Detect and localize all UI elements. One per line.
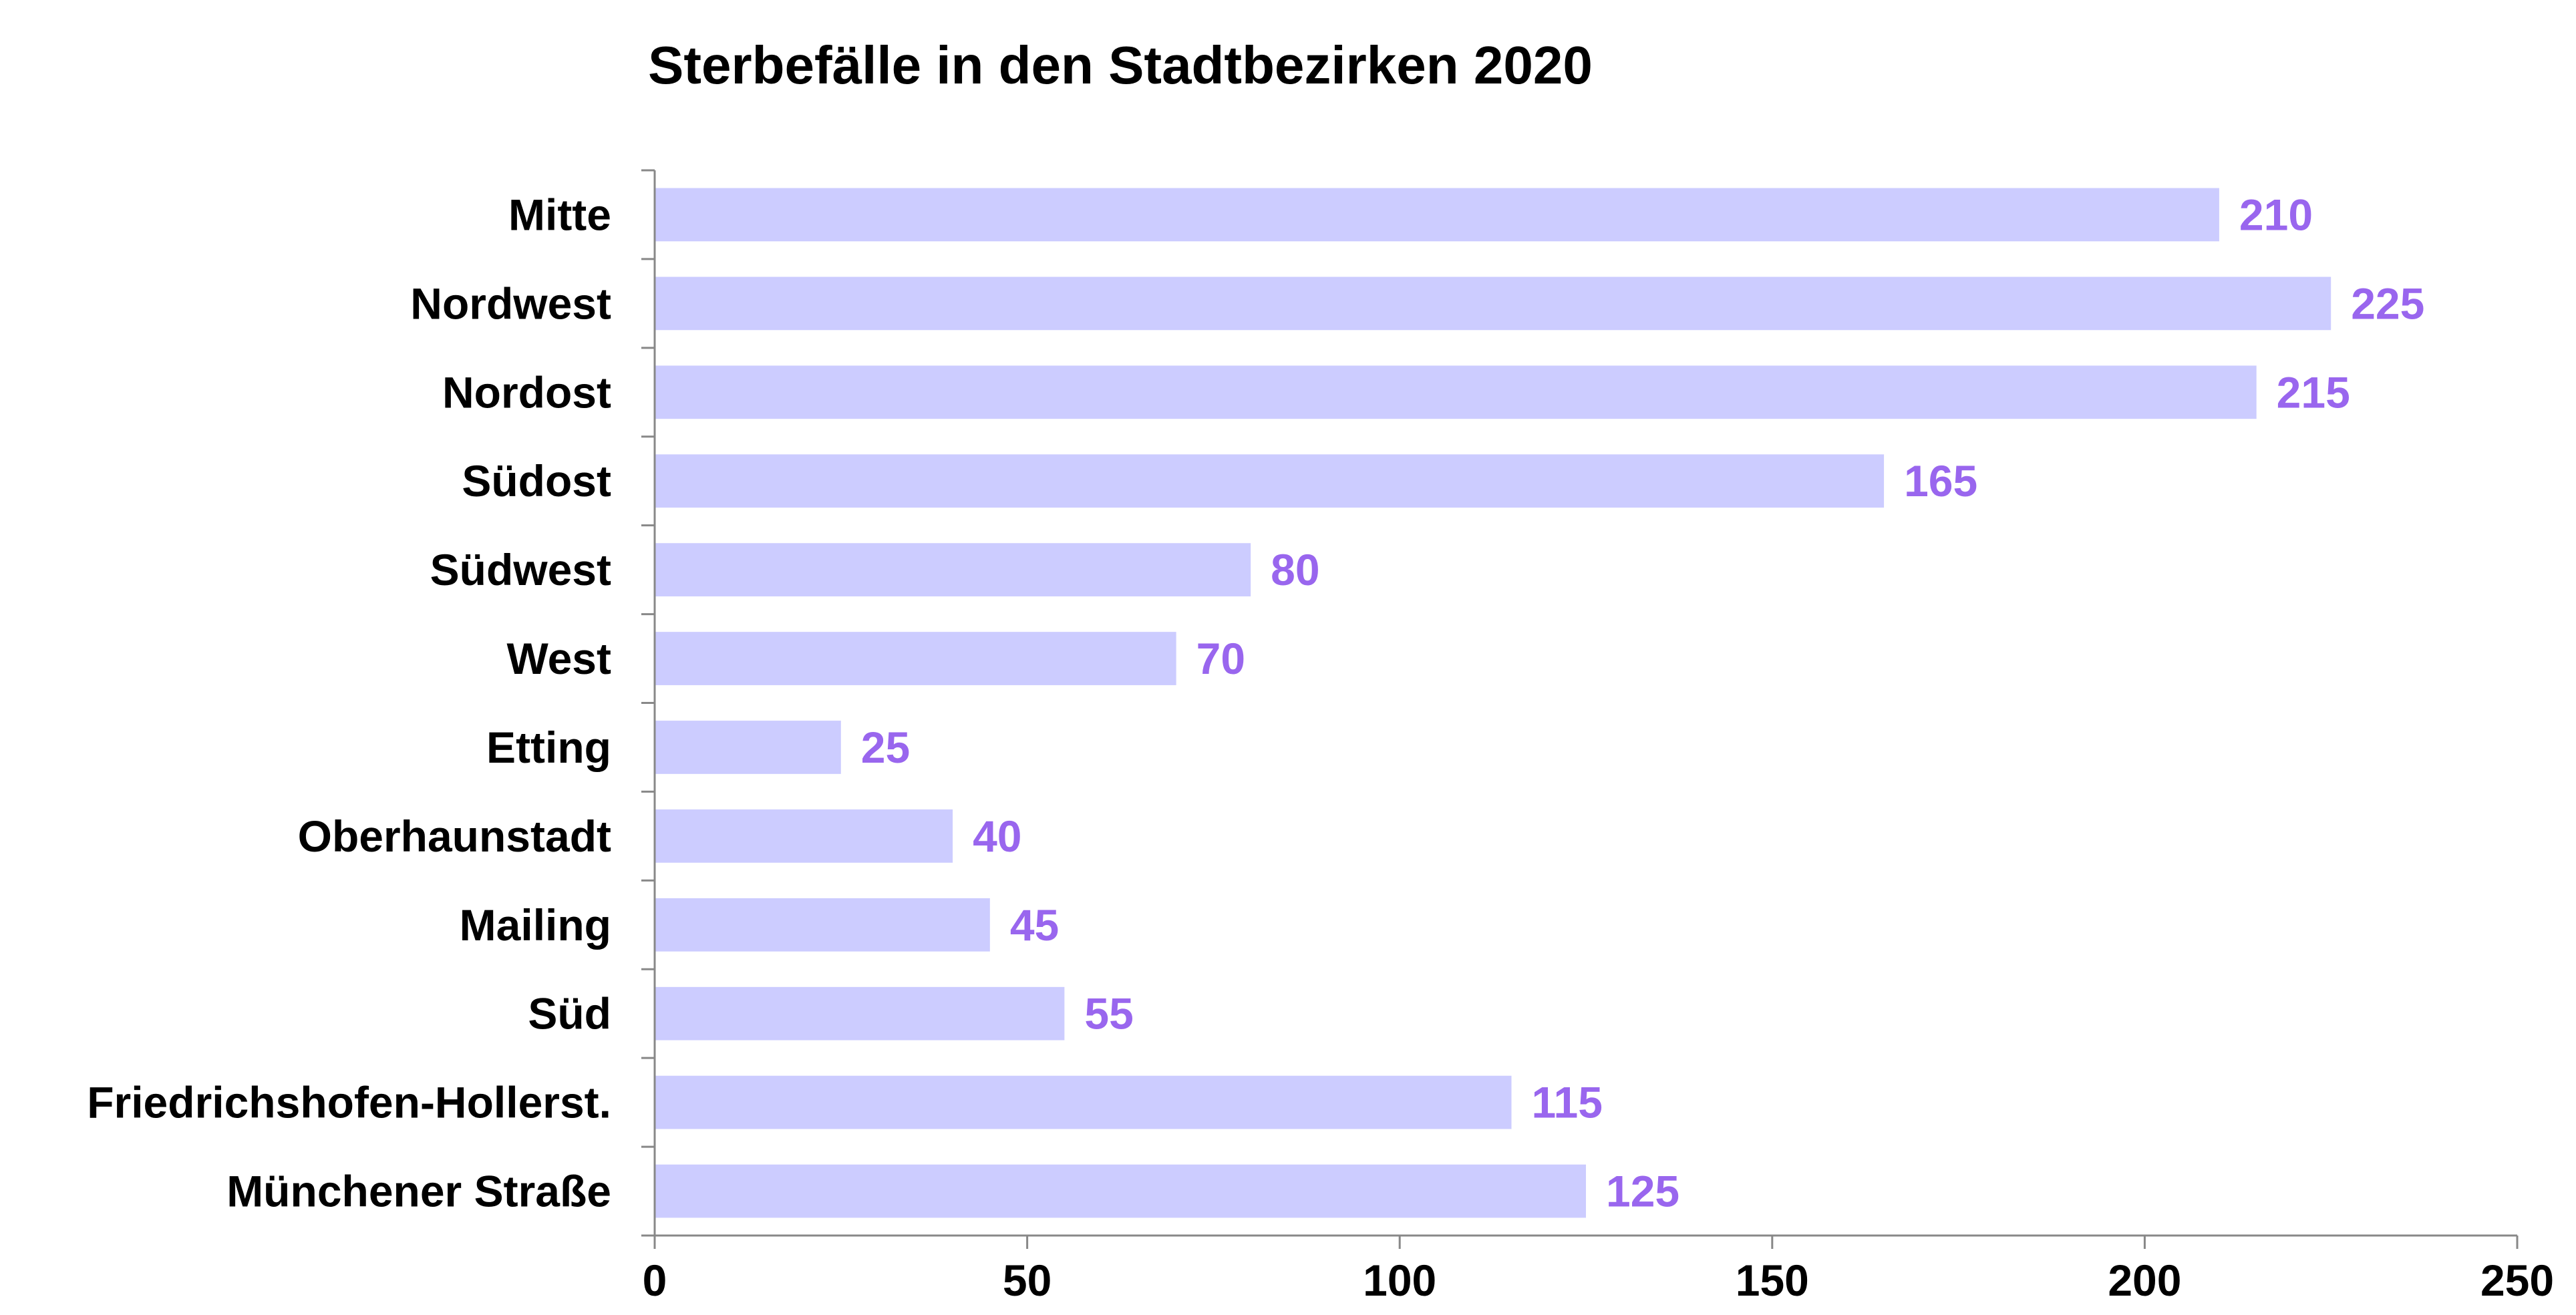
x-tick-label-250: 250: [2480, 1256, 2554, 1305]
category-label-friedrichshofen-hollerst: Friedrichshofen-Hollerst.: [87, 1078, 611, 1127]
bar-sued: [655, 986, 1065, 1041]
bar-mitte: [655, 188, 2219, 242]
value-label-sued: 55: [1084, 989, 1133, 1039]
chart-title: Sterbefälle in den Stadtbezirken 2020: [648, 35, 1593, 95]
value-label-west: 70: [1196, 634, 1245, 683]
bar-oberhaunstadt: [655, 809, 953, 863]
value-label-muenchener-strasse: 125: [1606, 1167, 1679, 1216]
bar-etting: [655, 721, 841, 774]
x-tick-label-0: 0: [643, 1256, 667, 1305]
bars-layer: [655, 188, 2331, 1218]
x-tick-label-150: 150: [1736, 1256, 1809, 1305]
category-label-suedost: Südost: [462, 456, 611, 506]
category-label-oberhaunstadt: Oberhaunstadt: [298, 811, 611, 861]
category-label-west: West: [507, 634, 612, 683]
bar-muenchener-strasse: [655, 1164, 1586, 1218]
value-label-oberhaunstadt: 40: [973, 811, 1021, 861]
value-label-etting: 25: [861, 723, 910, 772]
bar-suedwest: [655, 543, 1251, 596]
category-label-nordwest: Nordwest: [410, 278, 611, 328]
bar-west: [655, 632, 1176, 685]
labels-layer: Mitte 210 Nordwest 225 Nordost 215 Südost 165 Sü…: [87, 190, 2554, 1305]
value-label-mitte: 210: [2239, 190, 2313, 239]
category-label-suedwest: Südwest: [430, 545, 611, 594]
category-label-nordost: Nordost: [442, 367, 611, 417]
bar-suedost: [655, 454, 1885, 508]
value-label-suedost: 165: [1904, 456, 1977, 506]
value-label-mailing: 45: [1010, 900, 1059, 950]
x-tick-label-50: 50: [1003, 1256, 1052, 1305]
value-label-suedwest: 80: [1271, 545, 1319, 594]
category-label-mitte: Mitte: [508, 190, 611, 239]
bar-friedrichshofen-hollerst: [655, 1075, 1512, 1129]
value-label-nordwest: 225: [2351, 278, 2424, 328]
value-label-nordost: 215: [2277, 367, 2350, 417]
x-tick-label-200: 200: [2108, 1256, 2181, 1305]
value-label-friedrichshofen-hollerst: 115: [1531, 1078, 1602, 1127]
bar-nordost: [655, 365, 2257, 419]
bar-mailing: [655, 898, 990, 952]
bar-nordwest: [655, 276, 2331, 331]
category-label-mailing: Mailing: [460, 900, 611, 950]
category-label-muenchener-strasse: Münchener Straße: [226, 1167, 611, 1216]
category-label-etting: Etting: [486, 723, 611, 772]
x-tick-label-100: 100: [1363, 1256, 1436, 1305]
category-label-sued: Süd: [528, 989, 611, 1039]
axes-layer: [641, 169, 2519, 1249]
